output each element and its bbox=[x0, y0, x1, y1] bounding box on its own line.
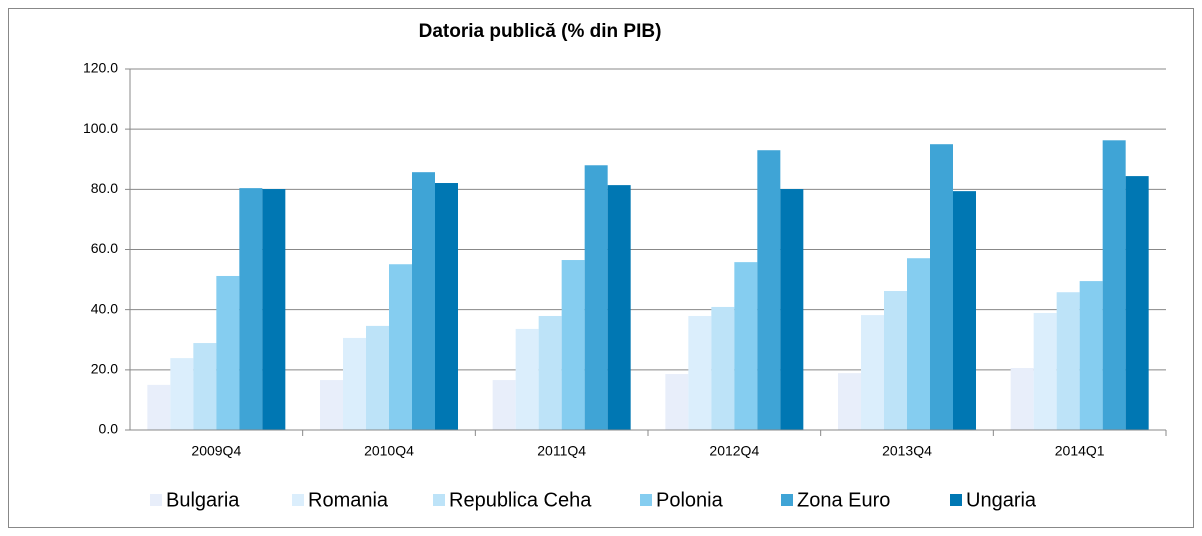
bar bbox=[953, 191, 976, 430]
bar bbox=[1010, 368, 1034, 430]
x-tick-label: 2010Q4 bbox=[364, 443, 414, 459]
bar bbox=[861, 315, 884, 430]
bar bbox=[561, 260, 585, 430]
bar bbox=[780, 189, 804, 430]
bar bbox=[435, 183, 458, 430]
bar bbox=[239, 188, 263, 430]
bar bbox=[1056, 292, 1080, 430]
legend-label: Romania bbox=[308, 489, 389, 511]
y-tick-label: 120.0 bbox=[83, 60, 118, 76]
bar bbox=[711, 306, 735, 430]
bar bbox=[538, 315, 562, 430]
x-tick-label: 2013Q4 bbox=[882, 443, 932, 459]
bar bbox=[838, 373, 861, 430]
bar bbox=[907, 258, 930, 430]
legend-label: Polonia bbox=[656, 489, 724, 511]
y-tick-label: 60.0 bbox=[91, 240, 118, 256]
legend-swatch bbox=[150, 494, 162, 506]
legend-swatch bbox=[640, 494, 652, 506]
legend-label: Zona Euro bbox=[797, 489, 890, 511]
bar bbox=[170, 358, 194, 430]
bar bbox=[412, 172, 435, 430]
bar bbox=[1033, 312, 1057, 430]
legend-swatch bbox=[781, 494, 793, 506]
bar bbox=[1125, 176, 1149, 430]
bar bbox=[193, 343, 217, 430]
bar bbox=[389, 264, 412, 430]
y-tick-label: 100.0 bbox=[83, 120, 118, 136]
y-tick-label: 0.0 bbox=[99, 421, 119, 437]
legend-label: Bulgaria bbox=[166, 489, 240, 511]
bar bbox=[688, 315, 712, 430]
bar bbox=[515, 328, 539, 430]
bar bbox=[343, 337, 366, 430]
bar bbox=[757, 150, 781, 430]
bar bbox=[607, 185, 631, 430]
legend-swatch bbox=[433, 494, 445, 506]
legend-label: Republica Ceha bbox=[449, 489, 592, 511]
bar bbox=[884, 291, 907, 430]
legend-label: Ungaria bbox=[966, 489, 1037, 511]
bar bbox=[216, 275, 240, 430]
x-tick-label: 2012Q4 bbox=[709, 443, 759, 459]
bar bbox=[262, 189, 286, 430]
x-tick-label: 2014Q1 bbox=[1055, 443, 1105, 459]
bar bbox=[320, 380, 343, 430]
bar bbox=[665, 374, 689, 430]
bar bbox=[734, 262, 758, 430]
bar bbox=[492, 380, 516, 430]
y-tick-label: 80.0 bbox=[91, 180, 118, 196]
bar bbox=[584, 165, 608, 430]
bar bbox=[1079, 281, 1103, 430]
bar bbox=[1102, 140, 1126, 431]
x-tick-label: 2009Q4 bbox=[191, 443, 241, 459]
legend-swatch bbox=[292, 494, 304, 506]
bar bbox=[366, 325, 389, 430]
chart-title: Datoria publică (% din PIB) bbox=[419, 21, 662, 42]
y-tick-label: 40.0 bbox=[91, 300, 118, 316]
legend-swatch bbox=[950, 494, 962, 506]
bar bbox=[930, 144, 953, 431]
bar bbox=[147, 384, 171, 430]
x-tick-label: 2011Q4 bbox=[537, 443, 586, 459]
y-tick-label: 20.0 bbox=[91, 361, 118, 377]
